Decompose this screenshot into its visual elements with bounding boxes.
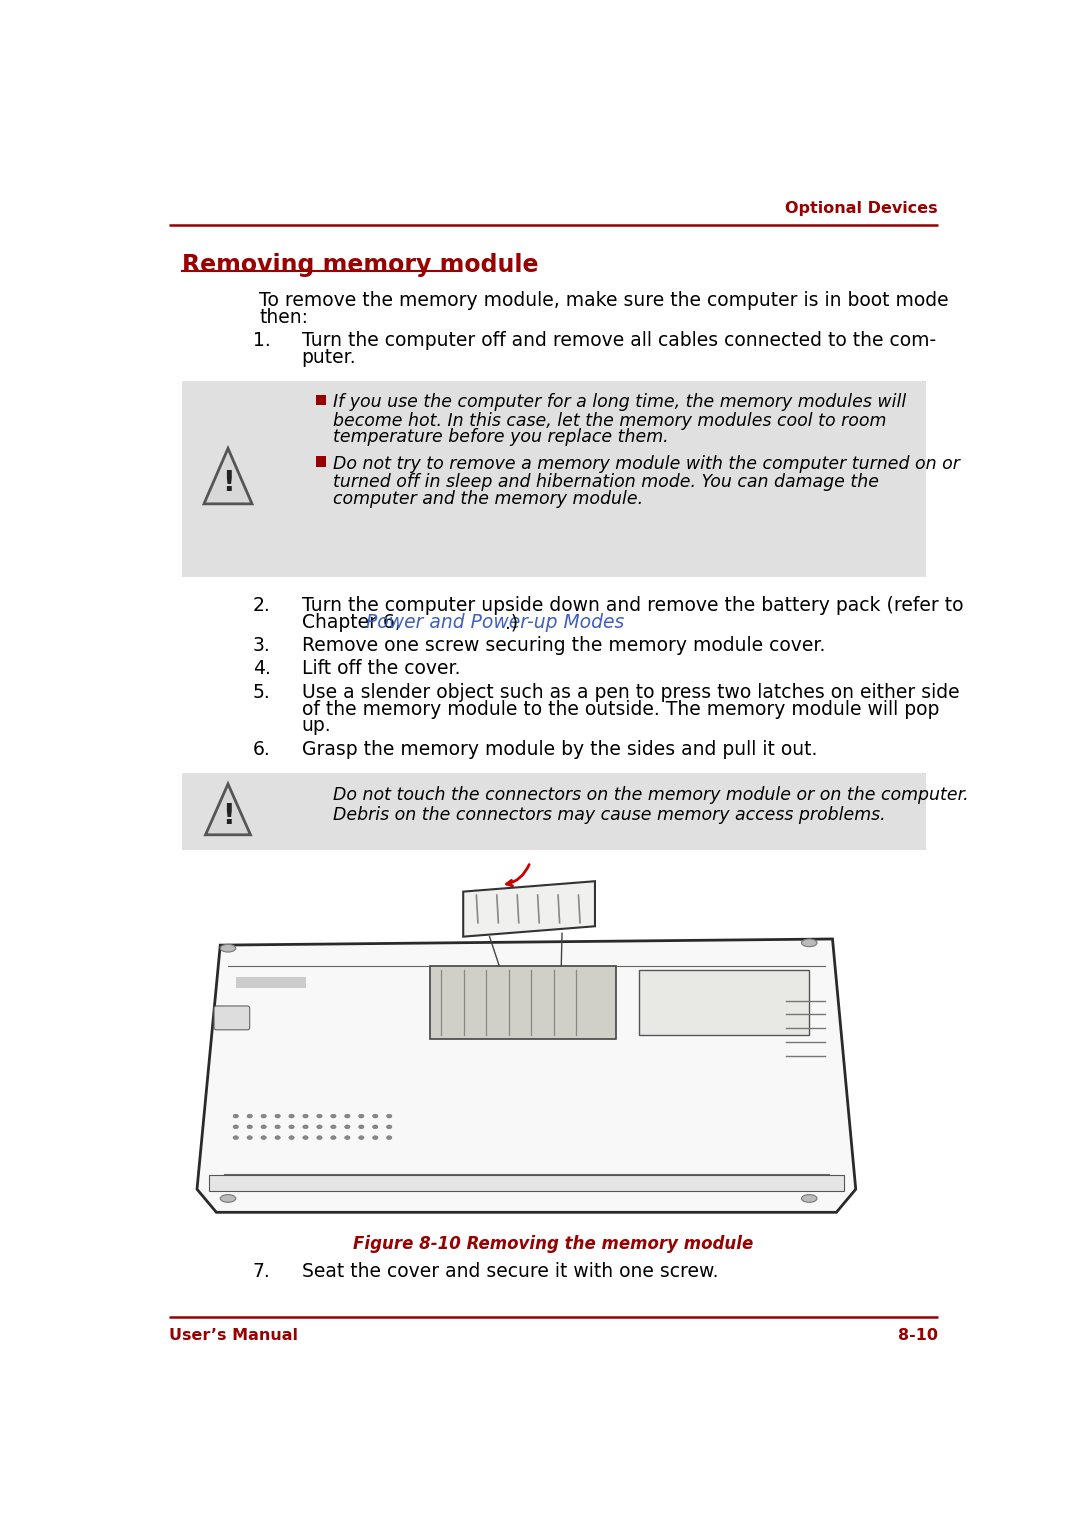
Ellipse shape [247, 1135, 253, 1140]
Text: puter.: puter. [301, 349, 356, 367]
Text: Removing memory module: Removing memory module [181, 252, 538, 277]
Ellipse shape [261, 1114, 267, 1118]
Ellipse shape [302, 1114, 308, 1118]
Ellipse shape [373, 1135, 378, 1140]
Text: Lift off the cover.: Lift off the cover. [301, 659, 460, 678]
Ellipse shape [330, 1135, 336, 1140]
Text: Grasp the memory module by the sides and pull it out.: Grasp the memory module by the sides and… [301, 739, 816, 759]
Ellipse shape [233, 1114, 239, 1118]
Ellipse shape [220, 1195, 235, 1203]
Ellipse shape [373, 1114, 378, 1118]
Text: If you use the computer for a long time, the memory modules will: If you use the computer for a long time,… [333, 393, 906, 412]
FancyBboxPatch shape [315, 395, 326, 405]
Text: Do not try to remove a memory module with the computer turned on or: Do not try to remove a memory module wit… [333, 454, 959, 473]
Text: 5.: 5. [253, 682, 271, 702]
FancyBboxPatch shape [208, 1175, 845, 1190]
FancyBboxPatch shape [430, 965, 616, 1039]
Ellipse shape [302, 1135, 308, 1140]
Ellipse shape [247, 1114, 253, 1118]
Ellipse shape [345, 1135, 350, 1140]
Text: then:: then: [259, 309, 308, 327]
Text: Power and Power-up Modes: Power and Power-up Modes [365, 614, 624, 632]
Ellipse shape [261, 1135, 267, 1140]
Ellipse shape [288, 1135, 294, 1140]
Text: turned off in sleep and hibernation mode. You can damage the: turned off in sleep and hibernation mode… [333, 473, 879, 491]
FancyBboxPatch shape [181, 381, 926, 577]
Text: To remove the memory module, make sure the computer is in boot mode: To remove the memory module, make sure t… [259, 291, 948, 311]
Ellipse shape [387, 1125, 392, 1129]
Ellipse shape [330, 1114, 336, 1118]
Ellipse shape [275, 1114, 281, 1118]
Text: Turn the computer off and remove all cables connected to the com-: Turn the computer off and remove all cab… [301, 332, 935, 350]
Ellipse shape [387, 1114, 392, 1118]
Ellipse shape [233, 1125, 239, 1129]
Text: computer and the memory module.: computer and the memory module. [333, 490, 643, 508]
Text: of the memory module to the outside. The memory module will pop: of the memory module to the outside. The… [301, 699, 939, 719]
FancyBboxPatch shape [214, 1005, 249, 1030]
FancyBboxPatch shape [315, 456, 326, 467]
Text: .): .) [505, 614, 518, 632]
Ellipse shape [387, 1135, 392, 1140]
Ellipse shape [359, 1125, 364, 1129]
Text: Do not touch the connectors on the memory module or on the computer.: Do not touch the connectors on the memor… [333, 786, 969, 803]
Text: Figure 8-10 Removing the memory module: Figure 8-10 Removing the memory module [353, 1235, 754, 1253]
Text: Optional Devices: Optional Devices [785, 200, 937, 216]
Ellipse shape [345, 1125, 350, 1129]
Polygon shape [205, 783, 251, 835]
Text: 6.: 6. [253, 739, 271, 759]
Ellipse shape [345, 1114, 350, 1118]
Ellipse shape [288, 1125, 294, 1129]
FancyBboxPatch shape [235, 978, 306, 988]
Text: up.: up. [301, 716, 332, 736]
Ellipse shape [233, 1135, 239, 1140]
Ellipse shape [275, 1135, 281, 1140]
Ellipse shape [302, 1125, 308, 1129]
Text: temperature before you replace them.: temperature before you replace them. [333, 428, 669, 447]
Text: 4.: 4. [253, 659, 271, 678]
Polygon shape [204, 448, 252, 503]
Polygon shape [197, 939, 855, 1212]
Text: 1.: 1. [253, 332, 271, 350]
Text: Chapter 6,: Chapter 6, [301, 614, 406, 632]
Text: Use a slender object such as a pen to press two latches on either side: Use a slender object such as a pen to pr… [301, 682, 959, 702]
Polygon shape [463, 881, 595, 936]
Ellipse shape [316, 1114, 322, 1118]
Text: Seat the cover and secure it with one screw.: Seat the cover and secure it with one sc… [301, 1262, 718, 1281]
Text: !: ! [221, 470, 234, 497]
FancyBboxPatch shape [181, 774, 926, 851]
Ellipse shape [316, 1125, 322, 1129]
Ellipse shape [261, 1125, 267, 1129]
Ellipse shape [359, 1114, 364, 1118]
Ellipse shape [275, 1125, 281, 1129]
Ellipse shape [801, 939, 816, 947]
Text: 3.: 3. [253, 636, 271, 655]
Ellipse shape [801, 1195, 816, 1203]
Ellipse shape [288, 1114, 294, 1118]
FancyBboxPatch shape [638, 970, 809, 1036]
Text: !: ! [221, 802, 234, 829]
Text: 8-10: 8-10 [897, 1328, 937, 1343]
Text: Remove one screw securing the memory module cover.: Remove one screw securing the memory mod… [301, 636, 825, 655]
Text: User’s Manual: User’s Manual [170, 1328, 298, 1343]
Ellipse shape [220, 944, 235, 952]
Text: Debris on the connectors may cause memory access problems.: Debris on the connectors may cause memor… [333, 806, 886, 823]
Ellipse shape [359, 1135, 364, 1140]
Text: become hot. In this case, let the memory modules cool to room: become hot. In this case, let the memory… [333, 412, 886, 430]
Ellipse shape [247, 1125, 253, 1129]
Text: 7.: 7. [253, 1262, 271, 1281]
Ellipse shape [373, 1125, 378, 1129]
Ellipse shape [316, 1135, 322, 1140]
Ellipse shape [330, 1125, 336, 1129]
Text: Turn the computer upside down and remove the battery pack (refer to: Turn the computer upside down and remove… [301, 597, 963, 615]
Text: 2.: 2. [253, 597, 271, 615]
